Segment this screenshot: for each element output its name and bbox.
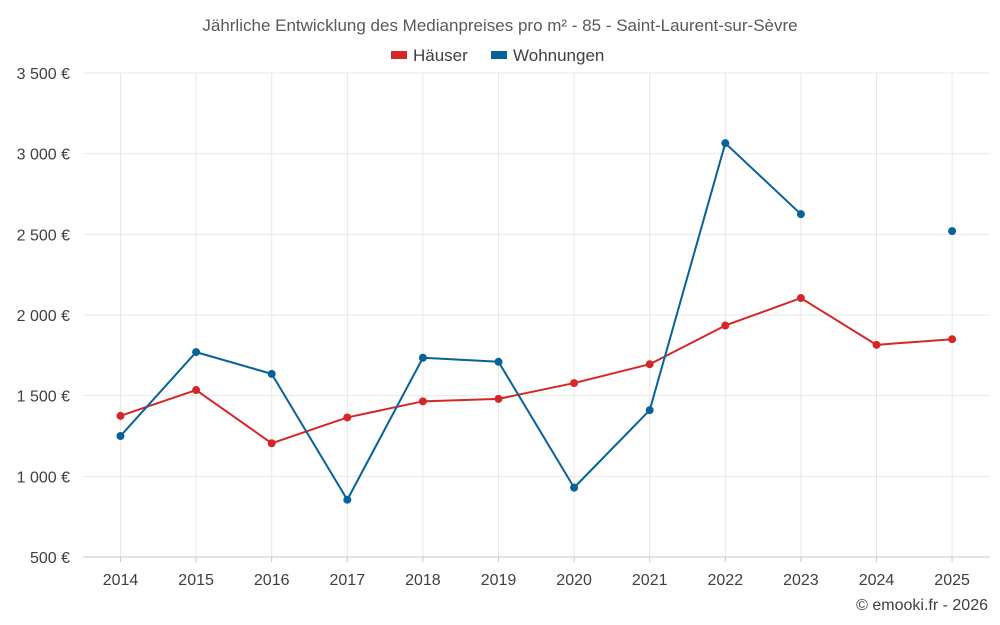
data-point[interactable] (872, 340, 881, 349)
series-line (119, 142, 802, 501)
x-axis: 2014 2015 2016 2017 2018 2019 2020 2021 2022 2023… (83, 556, 990, 589)
data-point[interactable] (116, 432, 125, 440)
y-tick-label: 500 € (30, 550, 70, 567)
legend: Häuser Wohnungen (391, 46, 604, 65)
series-wohnungen (116, 139, 957, 504)
y-tick-label: 3 000 € (17, 147, 70, 164)
chart-title: Jährliche Entwicklung des Medianpreises … (202, 16, 797, 35)
legend-item[interactable]: Häuser (391, 46, 468, 65)
data-point[interactable] (645, 406, 654, 415)
data-point[interactable] (796, 294, 805, 303)
data-point[interactable] (343, 413, 352, 422)
x-tick-label: 2016 (254, 572, 290, 589)
legend-swatch (491, 51, 507, 59)
data-point[interactable] (948, 335, 957, 344)
y-axis: 500 € 1 000 € 1 500 € 2 000 € 2 500 € 3 000 €… (17, 66, 70, 567)
y-tick-label: 1 000 € (17, 469, 70, 486)
data-point[interactable] (948, 227, 957, 236)
y-tick-label: 1 500 € (17, 389, 70, 406)
data-point[interactable] (721, 139, 730, 148)
data-point[interactable] (570, 379, 579, 388)
y-tick-label: 2 000 € (17, 308, 70, 325)
data-point[interactable] (721, 321, 730, 330)
data-point[interactable] (494, 394, 503, 403)
x-tick-label: 2015 (178, 572, 214, 589)
x-tick-label: 2021 (632, 572, 668, 589)
data-point[interactable] (645, 360, 654, 369)
legend-swatch (391, 51, 407, 59)
data-point[interactable] (267, 439, 276, 448)
data-point[interactable] (418, 397, 427, 406)
x-tick-label: 2024 (859, 572, 895, 589)
data-point[interactable] (494, 357, 503, 366)
data-point[interactable] (796, 210, 805, 219)
gridlines (83, 72, 990, 557)
legend-label: Wohnungen (513, 46, 604, 65)
x-tick-label: 2018 (405, 572, 441, 589)
legend-label: Häuser (413, 46, 468, 65)
data-point[interactable] (343, 495, 352, 504)
data-point[interactable] (267, 369, 276, 378)
x-tick-label: 2014 (103, 572, 139, 589)
y-tick-label: 3 500 € (17, 66, 70, 83)
series-layer (116, 139, 957, 504)
x-tick-label: 2022 (708, 572, 744, 589)
credit-text: © emooki.fr - 2026 (856, 597, 988, 614)
x-tick-label: 2019 (481, 572, 517, 589)
series-line (120, 297, 953, 445)
x-tick-label: 2025 (934, 572, 970, 589)
data-point[interactable] (418, 353, 427, 362)
y-tick-label: 2 500 € (17, 227, 70, 244)
x-tick-label: 2020 (556, 572, 592, 589)
data-point[interactable] (570, 483, 579, 492)
x-tick-label: 2017 (330, 572, 366, 589)
legend-item[interactable]: Wohnungen (491, 46, 604, 65)
x-tick-label: 2023 (783, 572, 819, 589)
series-h-user (116, 294, 957, 448)
data-point[interactable] (116, 411, 125, 420)
data-point[interactable] (192, 348, 201, 357)
data-point[interactable] (192, 386, 201, 395)
